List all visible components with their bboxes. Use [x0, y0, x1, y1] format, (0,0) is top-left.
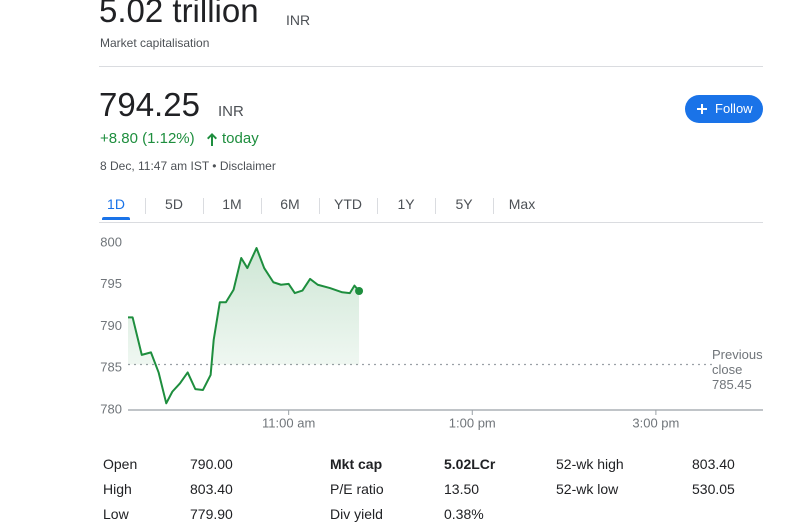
- stat-label: Mkt cap: [330, 456, 383, 472]
- tab-indicator: [102, 217, 130, 220]
- stat-value: 803.40: [190, 481, 233, 497]
- market-cap-currency: INR: [286, 12, 311, 28]
- stat-label: High: [103, 481, 132, 497]
- price: 794.25: [99, 86, 200, 123]
- tab[interactable]: Max: [508, 196, 536, 212]
- tab-separator: [493, 198, 494, 214]
- tab[interactable]: 1M: [222, 196, 242, 212]
- y-tick-label: 800: [100, 234, 122, 249]
- previous-close-value: 785.45: [712, 377, 752, 393]
- y-tick-label: 790: [100, 318, 122, 333]
- stat-label: Open: [103, 456, 138, 472]
- price-line: [128, 247, 360, 405]
- plus-icon: [697, 104, 707, 114]
- tab[interactable]: 1Y: [397, 196, 415, 212]
- stat-label: Div yield: [330, 506, 383, 522]
- price-currency: INR: [218, 103, 244, 120]
- up-arrow: [207, 133, 217, 146]
- stat-value: 790.00: [190, 456, 233, 472]
- tab[interactable]: 5D: [165, 196, 183, 212]
- x-tick-label: 1:00 pm: [449, 415, 496, 430]
- y-tick-label: 785: [100, 360, 122, 375]
- tab-separator: [145, 198, 146, 214]
- divider: [99, 66, 763, 67]
- timestamp: 8 Dec, 11:47 am IST • Disclaimer: [100, 159, 276, 173]
- stat-value: 13.50: [444, 481, 480, 497]
- tab-separator: [203, 198, 204, 214]
- market-cap: 5.02 trillion: [99, 0, 259, 29]
- stat-value: 779.90: [190, 506, 233, 522]
- stat-value: 530.05: [692, 481, 735, 497]
- tab[interactable]: 6M: [280, 196, 300, 212]
- follow-button[interactable]: Follow: [685, 95, 763, 123]
- previous-close-text: Previous close: [712, 347, 763, 378]
- tab[interactable]: 1D: [107, 196, 125, 212]
- market-cap-label: Market capitalisation: [100, 36, 210, 50]
- chart: 780 785 790 795 800 11:00 am 1:00 pm 3:00 pm: [100, 234, 763, 430]
- stat-label: Low: [103, 506, 129, 522]
- previous-close-label: Previous close 785.45: [712, 347, 772, 393]
- stat-label: 52-wk high: [556, 456, 624, 472]
- stat-value: 0.38%: [444, 506, 484, 522]
- stat-value: 803.40: [692, 456, 735, 472]
- last-point: [355, 287, 364, 296]
- area: [128, 248, 360, 365]
- stat-label: P/E ratio: [330, 481, 384, 497]
- x-tick-label: 3:00 pm: [632, 415, 679, 430]
- tab[interactable]: YTD: [334, 196, 362, 212]
- tab-separator: [319, 198, 320, 214]
- y-tick-label: 780: [100, 401, 122, 416]
- follow-label: Follow: [715, 101, 753, 116]
- change: +8.80 (1.12%): [100, 130, 195, 147]
- tab[interactable]: 5Y: [455, 196, 473, 212]
- tab-separator: [435, 198, 436, 214]
- tab-separator: [261, 198, 262, 214]
- stat-value: 5.02LCr: [444, 456, 496, 472]
- y-tick-label: 795: [100, 276, 122, 291]
- stat-label: 52-wk low: [556, 481, 619, 497]
- x-tick-label: 11:00 am: [262, 415, 315, 430]
- change-period: today: [222, 130, 259, 147]
- tab-divider: [99, 222, 763, 223]
- tab-separator: [377, 198, 378, 214]
